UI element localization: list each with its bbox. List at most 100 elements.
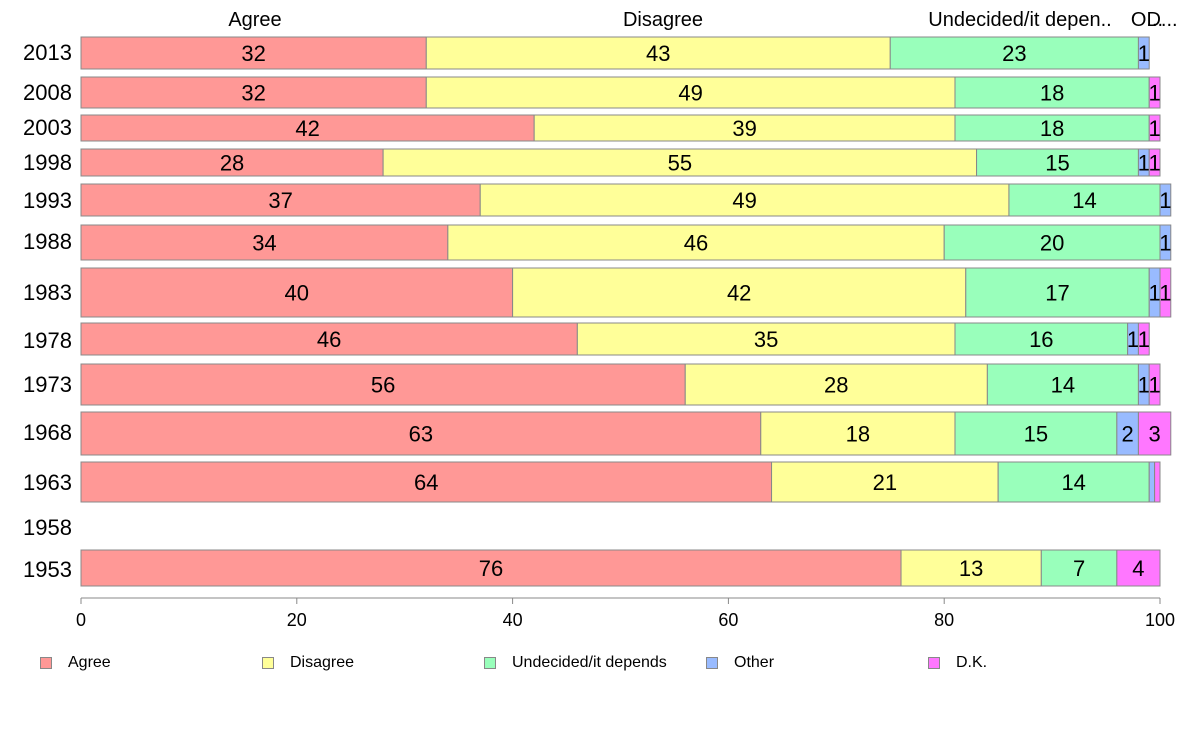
bar-1978-disagree <box>576 322 956 356</box>
legend-swatch <box>928 657 940 669</box>
data-label-1998-disagree: 55 <box>668 151 692 176</box>
bar-2003-undecided-it-depends <box>954 114 1150 142</box>
x-axis: 0 20 40 60 80 100 <box>76 597 1175 630</box>
data-label-1993-undecided-it-depends: 14 <box>1072 188 1096 213</box>
data-label-2008-disagree: 49 <box>678 81 702 106</box>
bar-1998-undecided-it-depends <box>976 148 1139 177</box>
x-tick-label-40: 40 <box>503 610 523 630</box>
top-series-labels: Agree Disagree Undecided/it depen.. O...D..… <box>228 9 1177 31</box>
bar-2003-agree <box>80 114 535 142</box>
data-label-1953-agree: 76 <box>479 556 503 581</box>
data-label-2003-d-k-: 1 <box>1148 116 1160 141</box>
bar-1988-disagree <box>447 224 945 261</box>
bar-1998-d-k- <box>1148 148 1161 177</box>
data-label-1963-agree: 64 <box>414 470 438 495</box>
bar-1993-undecided-it-depends <box>1008 183 1161 217</box>
bar-1953-undecided-it-depends <box>1040 549 1118 587</box>
data-label-2013-other: 1 <box>1138 41 1150 66</box>
y-label-2003: 2003 <box>23 115 72 140</box>
data-label-1978-undecided-it-depends: 16 <box>1029 327 1053 352</box>
bar-row-1953: 76 13 7 4 <box>80 549 1161 587</box>
x-tick-label-100: 100 <box>1145 610 1175 630</box>
y-label-1958: 1958 <box>23 515 72 540</box>
bar-1988-undecided-it-depends <box>943 224 1161 261</box>
bar-1953-agree <box>80 549 902 587</box>
bar-1988-other <box>1159 224 1172 261</box>
data-label-1973-undecided-it-depends: 14 <box>1051 373 1075 398</box>
bar-2008-d-k- <box>1148 76 1161 109</box>
bar-1973-d-k- <box>1148 363 1161 406</box>
x-tick-label-80: 80 <box>934 610 954 630</box>
data-label-1953-d-k-: 4 <box>1132 556 1144 581</box>
top-label-2: Undecided/it depen.. <box>928 9 1111 31</box>
bar-1993-other <box>1159 183 1172 217</box>
legend-item-undecided-it-depends: Undecided/it depends <box>484 654 667 672</box>
data-label-1998-d-k-: 1 <box>1148 151 1160 176</box>
bar-row-2003: 42 39 18 1 <box>80 114 1161 142</box>
y-axis-labels: 2013 2008 2003 1998 1993 1988 1983 1978 1973 1968… <box>23 40 72 582</box>
bar-1968-agree <box>80 411 762 456</box>
legend: Agree Disagree Undecided/it depends Other D.… <box>0 650 1188 674</box>
bar-row-1968: 63 18 15 2 3 <box>80 411 1172 456</box>
data-label-1983-agree: 40 <box>285 281 309 306</box>
data-label-1968-disagree: 18 <box>846 422 870 447</box>
data-label-1983-other: 1 <box>1148 281 1160 306</box>
data-label-1983-d-k-: 1 <box>1159 281 1171 306</box>
bar-1983-undecided-it-depends <box>965 267 1150 318</box>
legend-item-disagree: Disagree <box>262 654 354 672</box>
data-label-1968-d-k-: 3 <box>1148 422 1160 447</box>
bar-1993-agree <box>80 183 481 217</box>
bar-1983-disagree <box>512 267 967 318</box>
bar-1993-disagree <box>479 183 1010 217</box>
data-label-1968-undecided-it-depends: 15 <box>1024 422 1048 447</box>
bar-1983-d-k- <box>1159 267 1172 318</box>
y-label-1993: 1993 <box>23 188 72 213</box>
y-label-1973: 1973 <box>23 372 72 397</box>
bar-row-1988: 34 46 20 1 <box>80 224 1172 261</box>
data-label-2003-undecided-it-depends: 18 <box>1040 116 1064 141</box>
bar-1973-disagree <box>684 363 988 406</box>
data-label-1988-other: 1 <box>1159 231 1171 256</box>
top-label-1: Disagree <box>623 9 703 31</box>
data-label-1998-undecided-it-depends: 15 <box>1045 151 1069 176</box>
y-label-1968: 1968 <box>23 420 72 445</box>
data-label-2003-agree: 42 <box>295 116 319 141</box>
y-label-1998: 1998 <box>23 150 72 175</box>
data-label-1973-other: 1 <box>1138 373 1150 398</box>
legend-swatch <box>484 657 496 669</box>
data-label-1978-disagree: 35 <box>754 327 778 352</box>
bar-row-1978: 46 35 16 11 <box>80 322 1150 356</box>
legend-item-d-k-: D.K. <box>928 654 987 672</box>
bar-row-1998: 28 55 15 11 <box>80 148 1161 177</box>
bar-1978-d-k- <box>1137 322 1150 356</box>
top-label-0: Agree <box>228 9 281 31</box>
data-label-2003-disagree: 39 <box>732 116 756 141</box>
data-label-1953-undecided-it-depends: 7 <box>1073 556 1085 581</box>
data-label-2013-agree: 32 <box>241 41 265 66</box>
y-label-2013: 2013 <box>23 40 72 65</box>
data-label-1968-agree: 63 <box>409 422 433 447</box>
legend-item-other: Other <box>706 654 774 672</box>
bar-1968-undecided-it-depends <box>954 411 1118 456</box>
y-label-1978: 1978 <box>23 328 72 353</box>
bar-1998-agree <box>80 148 384 177</box>
bar-1963-other <box>1148 461 1156 503</box>
bar-row-1973: 56 28 14 11 <box>80 363 1161 406</box>
bar-1963-d-k- <box>1154 461 1161 503</box>
data-label-2008-undecided-it-depends: 18 <box>1040 81 1064 106</box>
bar-1968-d-k- <box>1137 411 1172 456</box>
bar-1968-disagree <box>760 411 956 456</box>
data-label-1978-d-k-: 1 <box>1138 327 1150 352</box>
bar-2008-disagree <box>425 76 956 109</box>
bar-2008-undecided-it-depends <box>954 76 1150 109</box>
legend-label: Undecided/it depends <box>512 654 667 671</box>
data-label-1968-other: 2 <box>1122 422 1134 447</box>
x-tick-label-0: 0 <box>76 610 86 630</box>
y-label-1988: 1988 <box>23 229 72 254</box>
legend-label: D.K. <box>956 654 988 671</box>
legend-item-agree: Agree <box>40 654 111 672</box>
bar-2013-disagree <box>425 36 891 70</box>
data-label-1988-undecided-it-depends: 20 <box>1040 231 1064 256</box>
